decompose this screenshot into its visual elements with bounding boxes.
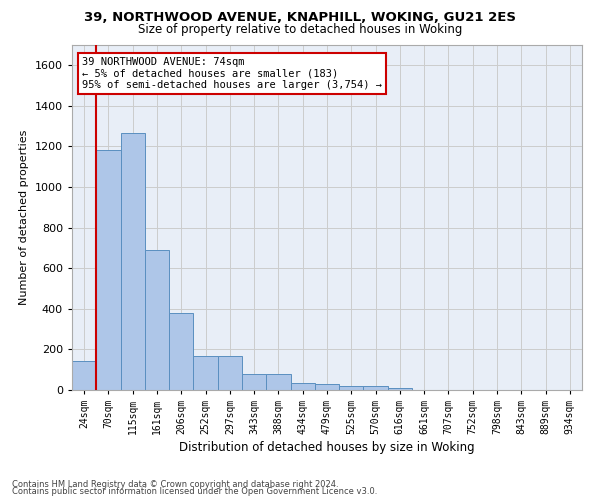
- Bar: [96, 150, 121, 390]
- Text: Contains HM Land Registry data © Crown copyright and database right 2024.: Contains HM Land Registry data © Crown c…: [12, 480, 338, 489]
- Y-axis label: Number of detached properties: Number of detached properties: [19, 130, 29, 305]
- Bar: [388, 388, 412, 390]
- Bar: [266, 374, 290, 390]
- X-axis label: Distribution of detached houses by size in Woking: Distribution of detached houses by size …: [179, 441, 475, 454]
- Bar: [145, 250, 169, 390]
- Bar: [193, 356, 218, 390]
- Text: 39, NORTHWOOD AVENUE, KNAPHILL, WOKING, GU21 2ES: 39, NORTHWOOD AVENUE, KNAPHILL, WOKING, …: [84, 11, 516, 24]
- Bar: [169, 313, 193, 390]
- Text: Size of property relative to detached houses in Woking: Size of property relative to detached ho…: [138, 22, 462, 36]
- Bar: [218, 356, 242, 390]
- Text: Contains public sector information licensed under the Open Government Licence v3: Contains public sector information licen…: [12, 488, 377, 496]
- Bar: [364, 386, 388, 390]
- Bar: [72, 360, 96, 390]
- Bar: [315, 384, 339, 390]
- Bar: [121, 134, 145, 390]
- Bar: [339, 386, 364, 390]
- Text: 39 NORTHWOOD AVENUE: 74sqm
← 5% of detached houses are smaller (183)
95% of semi: 39 NORTHWOOD AVENUE: 74sqm ← 5% of detac…: [82, 57, 382, 90]
- Bar: [242, 374, 266, 390]
- Bar: [290, 383, 315, 390]
